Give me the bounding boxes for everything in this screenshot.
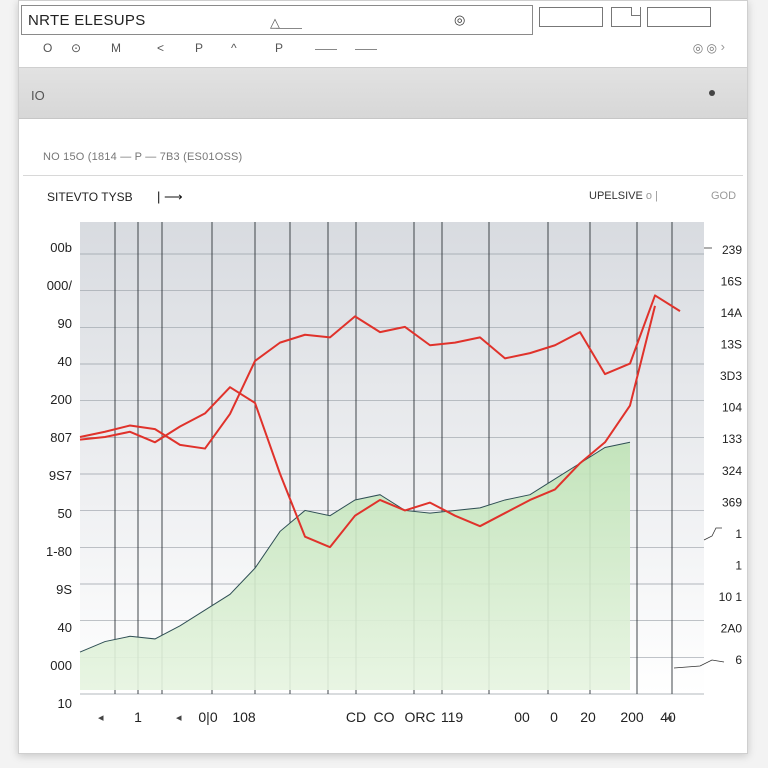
toolbar-right-icons[interactable]: ◎ ◎	[692, 41, 717, 55]
price-series-line	[79, 305, 656, 549]
y-tick-label-right: 13S	[721, 338, 742, 352]
right-axis-mark	[673, 659, 725, 669]
top-button-a[interactable]	[539, 7, 603, 27]
y-tick-label-left: 00b	[50, 240, 72, 255]
x-tick-label: 1	[134, 709, 142, 725]
y-tick-label-left: 50	[58, 506, 72, 521]
toolbar: O ⊙ M < P ^ P ◎ ◎ ›	[19, 37, 747, 63]
toolbar-dash-1	[315, 49, 337, 50]
y-tick-label-left: 807	[50, 430, 72, 445]
y-tick-label-left: 9S7	[49, 468, 72, 483]
toolbar-dash-2	[355, 49, 377, 50]
subtitle-right: UPELSIVE o |	[589, 190, 658, 202]
window-title: NRTE ELESUPS	[28, 12, 146, 29]
toolbar-up-icon[interactable]: ^	[231, 41, 237, 55]
toolbar-p-icon[interactable]: P	[195, 41, 204, 55]
y-tick-label-left: 40	[58, 620, 72, 635]
x-tick-label: 200	[620, 709, 644, 725]
y-tick-label-right: 3D3	[720, 369, 742, 383]
x-tick-label: 0	[550, 709, 558, 725]
subtitle-right-mark: o |	[645, 190, 658, 202]
area-series-line	[79, 441, 631, 653]
x-tick-label: CO	[374, 709, 395, 725]
settings-circle-icon[interactable]: ◎	[454, 12, 466, 27]
y-tick-label-right: 369	[722, 495, 742, 509]
y-tick-label-right: 324	[722, 464, 742, 478]
subtitle-right-2: GOD	[711, 190, 737, 202]
chevron-right-icon[interactable]: ›	[720, 39, 725, 54]
y-tick-label-right: 16S	[721, 275, 742, 289]
y-tick-label-left: 9S	[56, 582, 72, 597]
axis-arrow-icon: ◂	[666, 712, 672, 724]
title-bar: NRTE ELESUPS △ ◎	[19, 1, 747, 37]
y-tick-label-right: 14A	[721, 306, 742, 320]
y-tick-label-right: 6	[735, 653, 742, 667]
x-tick-label: 40	[660, 709, 676, 725]
y-tick-label-left: 40	[58, 354, 72, 369]
subtitle-right-text: UPELSIVE	[589, 190, 643, 202]
right-axis-mark	[703, 527, 722, 541]
caret-underline	[276, 28, 302, 29]
y-tick-label-right: 2A0	[721, 621, 743, 635]
x-tick-label: ORC	[404, 709, 435, 725]
y-tick-label-right: 133	[722, 432, 742, 446]
separator	[23, 175, 743, 176]
x-tick-label: 0|0	[198, 709, 217, 725]
y-tick-label-left: 90	[58, 316, 72, 331]
title-field[interactable]: NRTE ELESUPS △ ◎	[21, 5, 533, 35]
toolbar-back-icon[interactable]: <	[157, 41, 165, 55]
axis-arrow-icon: ◂	[98, 712, 104, 724]
info-line: NO 15O (1814 — P — 7B3 (ES01OSS)	[43, 151, 243, 163]
x-tick-label: CD	[346, 709, 366, 725]
address-strip[interactable]: IO	[19, 67, 747, 119]
y-tick-label-left: 10	[58, 696, 72, 711]
y-tick-label-right: 10 1	[719, 590, 743, 604]
y-tick-label-right: 104	[722, 401, 742, 415]
x-tick-label: 108	[232, 709, 256, 725]
x-tick-label: 119	[441, 709, 464, 725]
y-tick-label-right: 1	[735, 558, 742, 572]
y-tick-label-right: 1	[735, 527, 742, 541]
toolbar-m-icon[interactable]: M	[111, 41, 121, 55]
y-tick-label-left: 000	[50, 658, 72, 673]
top-notch	[631, 7, 640, 16]
axis-arrow-icon: ◂	[176, 712, 182, 724]
strip-label: IO	[31, 88, 45, 103]
subtitle-left: SITEVTO TYSB	[47, 190, 133, 204]
y-tick-label-left: 1-80	[46, 544, 72, 559]
x-tick-label: 20	[580, 709, 596, 725]
y-tick-label-left: 000/	[47, 278, 73, 293]
x-tick-label: 00	[514, 709, 530, 725]
toolbar-p2-icon[interactable]: P	[275, 41, 284, 55]
caret-icon: △	[270, 15, 280, 30]
top-button-c[interactable]	[647, 7, 711, 27]
y-tick-label-right: 239	[722, 243, 742, 257]
y-tick-label-left: 200	[50, 392, 72, 407]
toolbar-dot-icon[interactable]: ⊙	[71, 41, 82, 55]
price-series-line	[79, 294, 681, 450]
toolbar-circle-icon[interactable]: O	[43, 41, 53, 55]
arrow-right-icon: | ⟶	[157, 189, 183, 204]
strip-dot-icon[interactable]	[709, 90, 715, 96]
